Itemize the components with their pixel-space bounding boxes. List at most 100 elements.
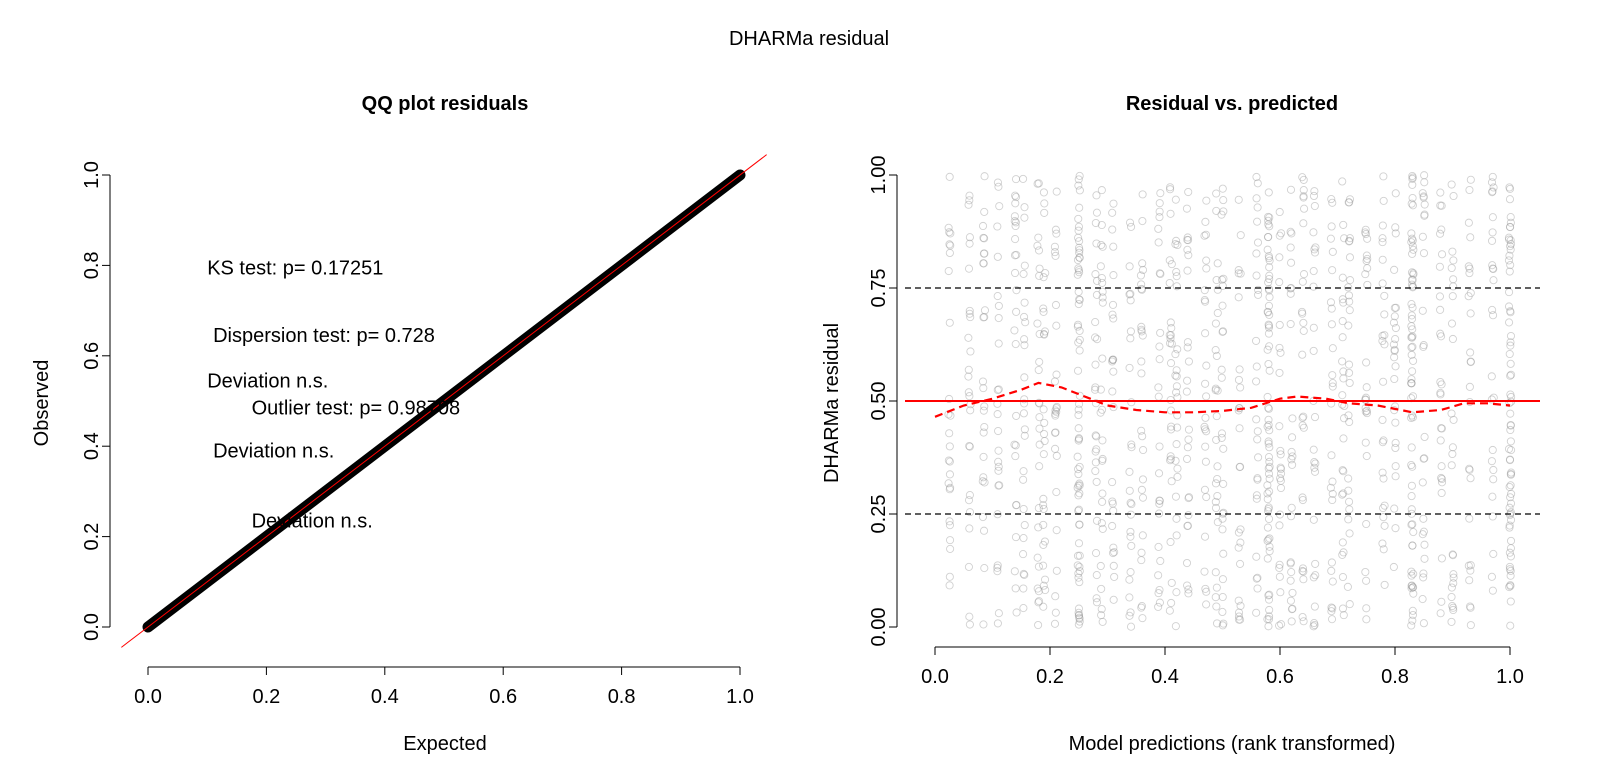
rp-point <box>1362 358 1371 367</box>
rp-point <box>1466 309 1475 318</box>
rp-point <box>1075 243 1084 252</box>
rp-point <box>1345 237 1354 246</box>
rp-point <box>1034 504 1043 513</box>
rp-point <box>1172 272 1181 281</box>
rp-point <box>1167 260 1176 269</box>
rp-point <box>1437 225 1446 234</box>
rp-point <box>1184 236 1193 245</box>
rp-x-axis-label: Model predictions (rank transformed) <box>1069 733 1396 755</box>
rp-point <box>1407 411 1417 420</box>
rp-point <box>1340 234 1349 243</box>
rp-point <box>1125 363 1134 372</box>
rp-point <box>1034 598 1043 607</box>
rp-point <box>1505 235 1514 244</box>
rp-point <box>1327 222 1336 231</box>
rp-point <box>965 441 974 451</box>
rp-point <box>1276 588 1285 597</box>
rp-point <box>1253 217 1262 226</box>
rp-point <box>1172 531 1181 540</box>
rp-point <box>1378 279 1387 288</box>
rp-plot-title: Residual vs. predicted <box>1126 93 1338 115</box>
rp-point <box>1074 424 1083 433</box>
rp-point <box>1218 514 1227 523</box>
rp-point <box>1137 327 1146 336</box>
rp-point <box>1098 436 1107 445</box>
rp-point <box>1166 456 1175 465</box>
rp-point <box>1075 613 1084 622</box>
rp-point <box>1338 490 1347 499</box>
rp-point <box>1236 615 1245 624</box>
rp-point <box>1202 196 1211 205</box>
rp-point <box>1361 395 1370 404</box>
rp-point <box>1091 218 1100 228</box>
qq-x-tick-label: 0.0 <box>134 686 162 708</box>
rp-point <box>1265 222 1274 231</box>
rp-point <box>1253 203 1262 212</box>
rp-point <box>1419 619 1428 628</box>
rp-point <box>1447 461 1456 470</box>
rp-point <box>1155 269 1164 278</box>
rp-point <box>994 182 1003 191</box>
rp-point <box>1419 573 1428 582</box>
rp-point <box>1137 556 1146 565</box>
rp-point <box>1172 382 1181 391</box>
rp-point <box>1075 578 1084 587</box>
rp-point <box>1506 425 1515 435</box>
rp-point <box>1391 472 1400 481</box>
rp-point <box>1202 493 1211 502</box>
rp-point <box>1286 185 1296 194</box>
rp-point <box>1217 429 1227 438</box>
rp-point <box>1051 300 1061 310</box>
rp-point <box>1465 602 1475 611</box>
rp-point <box>1448 601 1457 611</box>
rp-point <box>1339 611 1348 620</box>
rp-point <box>1264 321 1273 330</box>
rp-point <box>1040 418 1049 427</box>
rp-point <box>1109 403 1118 412</box>
rp-point <box>1506 515 1516 525</box>
rp-point <box>1075 614 1084 623</box>
rp-point <box>1166 185 1175 194</box>
rp-point <box>1275 572 1284 581</box>
rp-point <box>1073 366 1083 375</box>
rp-point <box>1039 501 1048 510</box>
rp-point <box>1311 243 1320 252</box>
rp-point <box>1276 450 1285 459</box>
rp-point <box>1010 326 1019 335</box>
rp-point <box>1488 445 1497 455</box>
rp-point <box>1361 228 1370 237</box>
rp-point <box>1466 621 1475 630</box>
rp-point <box>1217 210 1226 219</box>
rp-point <box>1108 356 1117 365</box>
rp-point <box>1092 571 1101 580</box>
rp-point <box>1252 494 1261 503</box>
rp-point <box>1012 500 1021 509</box>
rp-point <box>994 339 1003 348</box>
rp-point <box>1074 405 1083 414</box>
rp-point <box>1409 528 1418 537</box>
rp-point <box>1344 411 1353 420</box>
rp-point <box>964 264 974 273</box>
rp-point <box>1338 333 1347 342</box>
rp-point <box>1345 198 1354 207</box>
rp-point <box>1092 477 1101 486</box>
rp-point <box>1184 425 1194 434</box>
rp-point <box>1126 532 1135 541</box>
rp-point <box>1092 208 1101 217</box>
rp-point <box>1265 286 1274 295</box>
rp-point <box>1379 172 1388 181</box>
rp-point <box>1436 329 1445 338</box>
rp-point <box>1252 574 1261 583</box>
rp-point <box>1407 268 1417 277</box>
rp-point <box>1234 375 1244 384</box>
rp-point <box>994 481 1003 490</box>
rp-point <box>1035 424 1044 433</box>
rp-point <box>1033 584 1042 593</box>
rp-point <box>1345 360 1354 369</box>
rp-point <box>1506 481 1515 490</box>
rp-point <box>1039 188 1048 197</box>
rp-point <box>1236 601 1245 610</box>
rp-point <box>1408 332 1417 341</box>
rp-point <box>1183 376 1192 385</box>
rp-point <box>964 372 973 381</box>
